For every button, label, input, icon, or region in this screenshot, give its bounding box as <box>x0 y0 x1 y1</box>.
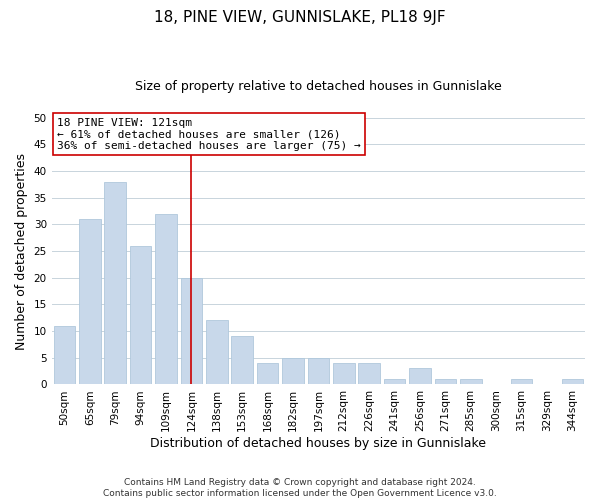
Bar <box>409 368 431 384</box>
Bar <box>384 379 406 384</box>
Bar <box>511 379 532 384</box>
Text: Contains HM Land Registry data © Crown copyright and database right 2024.
Contai: Contains HM Land Registry data © Crown c… <box>103 478 497 498</box>
X-axis label: Distribution of detached houses by size in Gunnislake: Distribution of detached houses by size … <box>151 437 487 450</box>
Bar <box>257 363 278 384</box>
Y-axis label: Number of detached properties: Number of detached properties <box>15 152 28 350</box>
Bar <box>333 363 355 384</box>
Bar <box>104 182 126 384</box>
Bar <box>181 278 202 384</box>
Bar <box>206 320 227 384</box>
Bar <box>308 358 329 384</box>
Bar <box>232 336 253 384</box>
Text: 18, PINE VIEW, GUNNISLAKE, PL18 9JF: 18, PINE VIEW, GUNNISLAKE, PL18 9JF <box>154 10 446 25</box>
Bar <box>434 379 456 384</box>
Bar <box>562 379 583 384</box>
Title: Size of property relative to detached houses in Gunnislake: Size of property relative to detached ho… <box>135 80 502 93</box>
Text: 18 PINE VIEW: 121sqm
← 61% of detached houses are smaller (126)
36% of semi-deta: 18 PINE VIEW: 121sqm ← 61% of detached h… <box>57 118 361 151</box>
Bar <box>282 358 304 384</box>
Bar <box>130 246 151 384</box>
Bar <box>155 214 177 384</box>
Bar <box>358 363 380 384</box>
Bar <box>79 219 101 384</box>
Bar <box>53 326 75 384</box>
Bar <box>460 379 482 384</box>
